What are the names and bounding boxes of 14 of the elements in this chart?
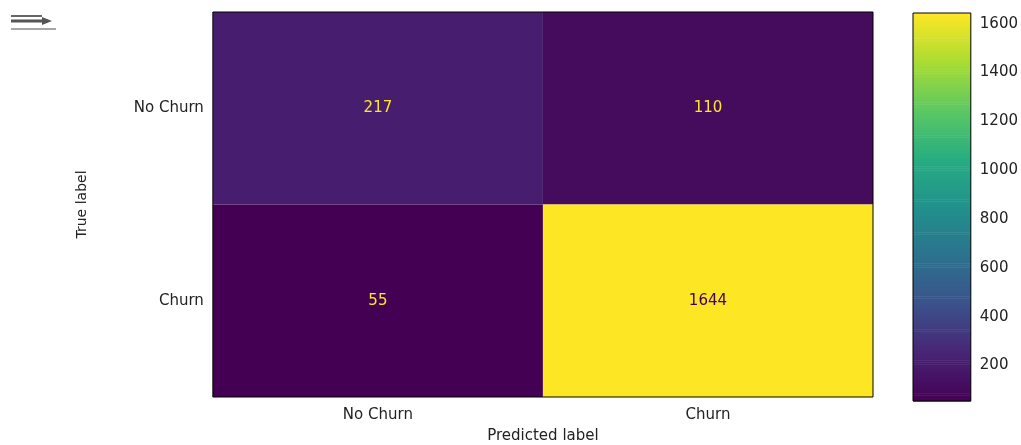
color-bar-label: 1000	[979, 160, 1019, 179]
data-label: 55	[368, 290, 388, 309]
data-label: 110	[693, 98, 723, 117]
data-label: 1644	[688, 290, 728, 309]
color-bar-label: 1600	[979, 13, 1019, 32]
x-axis-title: Predicted label	[487, 425, 599, 444]
color-bar-label: 800	[979, 208, 1009, 227]
color-bar-label: 200	[979, 355, 1009, 374]
color-bar-label: 1200	[979, 111, 1019, 130]
y-axis-title: True label	[73, 170, 90, 240]
color-bar-label: 1400	[979, 62, 1019, 81]
color-bar-label: 600	[979, 257, 1009, 276]
color-bar-label: 400	[979, 306, 1009, 325]
data-label: 217	[363, 98, 393, 117]
